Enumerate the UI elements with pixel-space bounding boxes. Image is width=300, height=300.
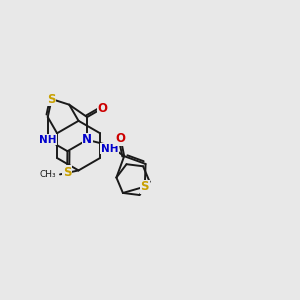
- Text: O: O: [116, 132, 126, 145]
- Text: N: N: [82, 133, 92, 146]
- Text: CH₃: CH₃: [40, 170, 56, 179]
- Text: S: S: [63, 166, 71, 179]
- Text: NH: NH: [101, 144, 119, 154]
- Text: S: S: [140, 180, 149, 193]
- Text: S: S: [47, 93, 56, 106]
- Text: NH: NH: [39, 135, 56, 145]
- Text: O: O: [98, 101, 108, 115]
